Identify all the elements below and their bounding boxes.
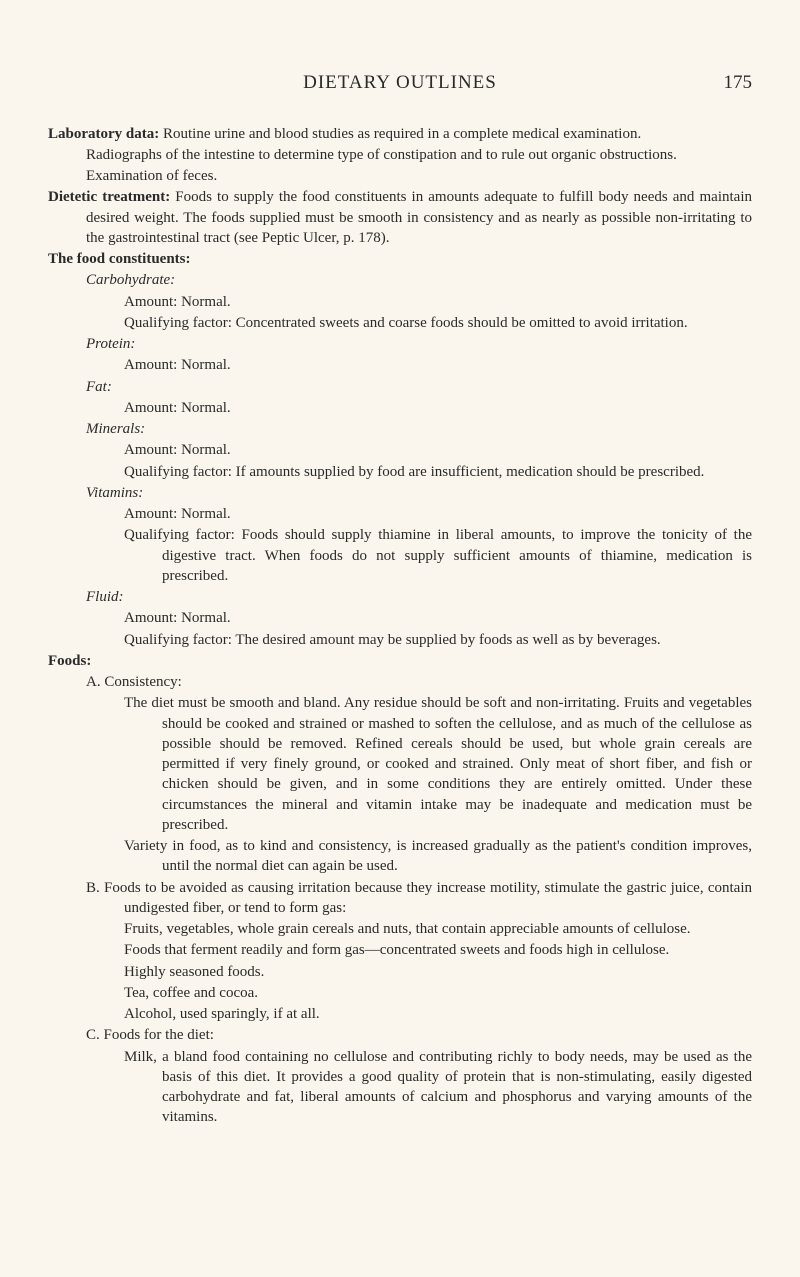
- foods-b-i5: Alcohol, used sparingly, if at all.: [48, 1004, 752, 1024]
- fluid-amount: Amount: Normal.: [48, 608, 752, 628]
- header-title: DIETARY OUTLINES: [108, 70, 692, 96]
- foods-c-label: C. Foods for the diet:: [48, 1025, 752, 1045]
- vitamins-name: Vitamins:: [48, 483, 752, 503]
- foods-c-p1: Milk, a bland food containing no cellulo…: [48, 1047, 752, 1128]
- foods-a-p1: The diet must be smooth and bland. Any r…: [48, 693, 752, 835]
- dietetic-label: Dietetic treatment:: [48, 189, 170, 205]
- lab-data-item-2: Examination of feces.: [48, 166, 752, 186]
- lab-data-intro: Laboratory data: Routine urine and blood…: [48, 124, 752, 144]
- page-number: 175: [692, 70, 752, 96]
- lab-data-intro-text: Routine urine and blood studies as requi…: [159, 126, 641, 142]
- carb-amount: Amount: Normal.: [48, 292, 752, 312]
- foods-b-i3: Highly seasoned foods.: [48, 962, 752, 982]
- fat-name: Fat:: [48, 377, 752, 397]
- protein-name: Protein:: [48, 334, 752, 354]
- page-container: DIETARY OUTLINES 175 Laboratory data: Ro…: [0, 0, 800, 1169]
- dietetic-treatment: Dietetic treatment: Foods to supply the …: [48, 187, 752, 248]
- foods-label-text: Foods:: [48, 653, 91, 669]
- foods-b-i2: Foods that ferment readily and form gas—…: [48, 940, 752, 960]
- minerals-qual: Qualifying factor: If amounts supplied b…: [48, 462, 752, 482]
- foods-label: Foods:: [48, 651, 752, 671]
- lab-data-item-1: Radiographs of the intestine to determin…: [48, 145, 752, 165]
- fluid-name: Fluid:: [48, 587, 752, 607]
- protein-amount: Amount: Normal.: [48, 355, 752, 375]
- dietetic-text: Foods to supply the food constituents in…: [86, 189, 752, 246]
- carb-qual: Qualifying factor: Concentrated sweets a…: [48, 313, 752, 333]
- foods-b-i4: Tea, coffee and cocoa.: [48, 983, 752, 1003]
- fat-amount: Amount: Normal.: [48, 398, 752, 418]
- food-constituents-label: The food constituents:: [48, 249, 752, 269]
- foods-b-i1: Fruits, vegetables, whole grain cereals …: [48, 919, 752, 939]
- carb-name: Carbohydrate:: [48, 270, 752, 290]
- page-header: DIETARY OUTLINES 175: [48, 70, 752, 96]
- foods-b-label: B. Foods to be avoided as causing irrita…: [48, 878, 752, 919]
- lab-data-label: Laboratory data:: [48, 126, 159, 142]
- minerals-amount: Amount: Normal.: [48, 440, 752, 460]
- foods-a-label: A. Consistency:: [48, 672, 752, 692]
- foods-a-p2: Variety in food, as to kind and consiste…: [48, 836, 752, 877]
- minerals-name: Minerals:: [48, 419, 752, 439]
- vitamins-qual: Qualifying factor: Foods should supply t…: [48, 525, 752, 586]
- vitamins-amount: Amount: Normal.: [48, 504, 752, 524]
- food-constituents-label-text: The food constituents:: [48, 251, 191, 267]
- fluid-qual: Qualifying factor: The desired amount ma…: [48, 630, 752, 650]
